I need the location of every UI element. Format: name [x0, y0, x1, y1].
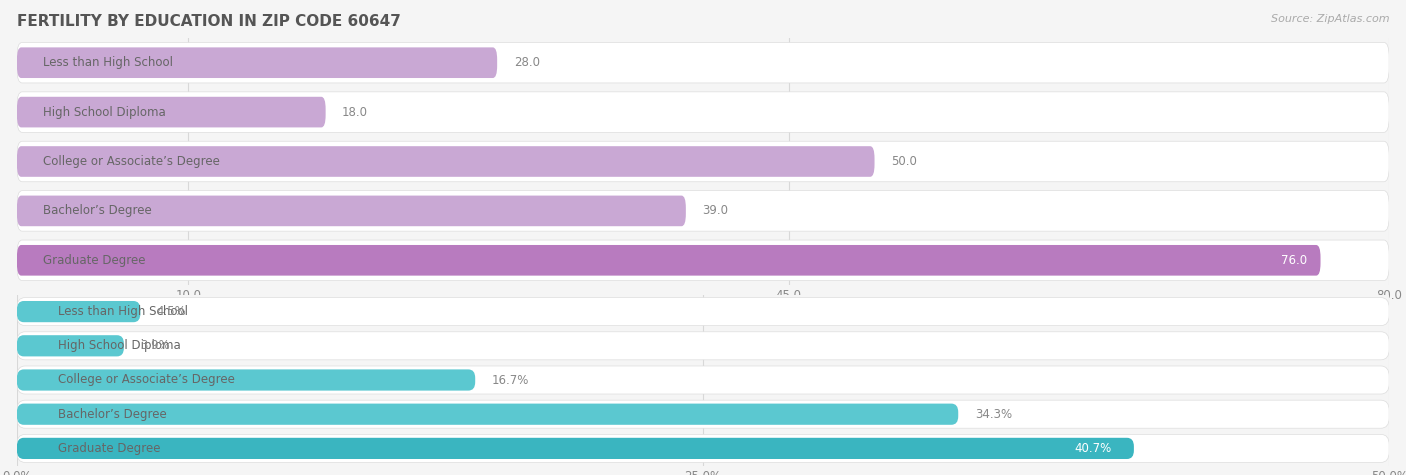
- Text: 28.0: 28.0: [513, 56, 540, 69]
- Text: 50.0: 50.0: [891, 155, 917, 168]
- Text: High School Diploma: High School Diploma: [42, 105, 166, 119]
- FancyBboxPatch shape: [17, 297, 1389, 326]
- Text: Graduate Degree: Graduate Degree: [42, 254, 145, 267]
- FancyBboxPatch shape: [17, 92, 1389, 133]
- FancyBboxPatch shape: [17, 404, 959, 425]
- Text: Less than High School: Less than High School: [58, 305, 188, 318]
- Text: College or Associate’s Degree: College or Associate’s Degree: [42, 155, 219, 168]
- Text: 18.0: 18.0: [342, 105, 368, 119]
- Text: High School Diploma: High School Diploma: [58, 339, 181, 352]
- Text: College or Associate’s Degree: College or Associate’s Degree: [58, 373, 235, 387]
- FancyBboxPatch shape: [17, 434, 1389, 463]
- Text: 4.5%: 4.5%: [157, 305, 187, 318]
- FancyBboxPatch shape: [17, 42, 1389, 83]
- Text: 34.3%: 34.3%: [974, 408, 1012, 421]
- FancyBboxPatch shape: [17, 190, 1389, 231]
- Text: Graduate Degree: Graduate Degree: [58, 442, 160, 455]
- Text: 76.0: 76.0: [1281, 254, 1306, 267]
- FancyBboxPatch shape: [17, 370, 475, 390]
- FancyBboxPatch shape: [17, 301, 141, 322]
- FancyBboxPatch shape: [17, 366, 1389, 394]
- FancyBboxPatch shape: [17, 196, 686, 226]
- Text: 16.7%: 16.7%: [492, 373, 529, 387]
- Text: 39.0: 39.0: [703, 204, 728, 218]
- FancyBboxPatch shape: [17, 141, 1389, 182]
- Text: 3.9%: 3.9%: [141, 339, 170, 352]
- Text: FERTILITY BY EDUCATION IN ZIP CODE 60647: FERTILITY BY EDUCATION IN ZIP CODE 60647: [17, 14, 401, 29]
- FancyBboxPatch shape: [17, 332, 1389, 360]
- FancyBboxPatch shape: [17, 335, 124, 356]
- FancyBboxPatch shape: [17, 48, 498, 78]
- FancyBboxPatch shape: [17, 240, 1389, 281]
- Text: Bachelor’s Degree: Bachelor’s Degree: [42, 204, 152, 218]
- FancyBboxPatch shape: [17, 97, 326, 127]
- FancyBboxPatch shape: [17, 245, 1320, 275]
- Text: Bachelor’s Degree: Bachelor’s Degree: [58, 408, 167, 421]
- FancyBboxPatch shape: [17, 400, 1389, 428]
- FancyBboxPatch shape: [17, 146, 875, 177]
- FancyBboxPatch shape: [17, 438, 1133, 459]
- Text: Source: ZipAtlas.com: Source: ZipAtlas.com: [1271, 14, 1389, 24]
- Text: 40.7%: 40.7%: [1074, 442, 1112, 455]
- Text: Less than High School: Less than High School: [42, 56, 173, 69]
